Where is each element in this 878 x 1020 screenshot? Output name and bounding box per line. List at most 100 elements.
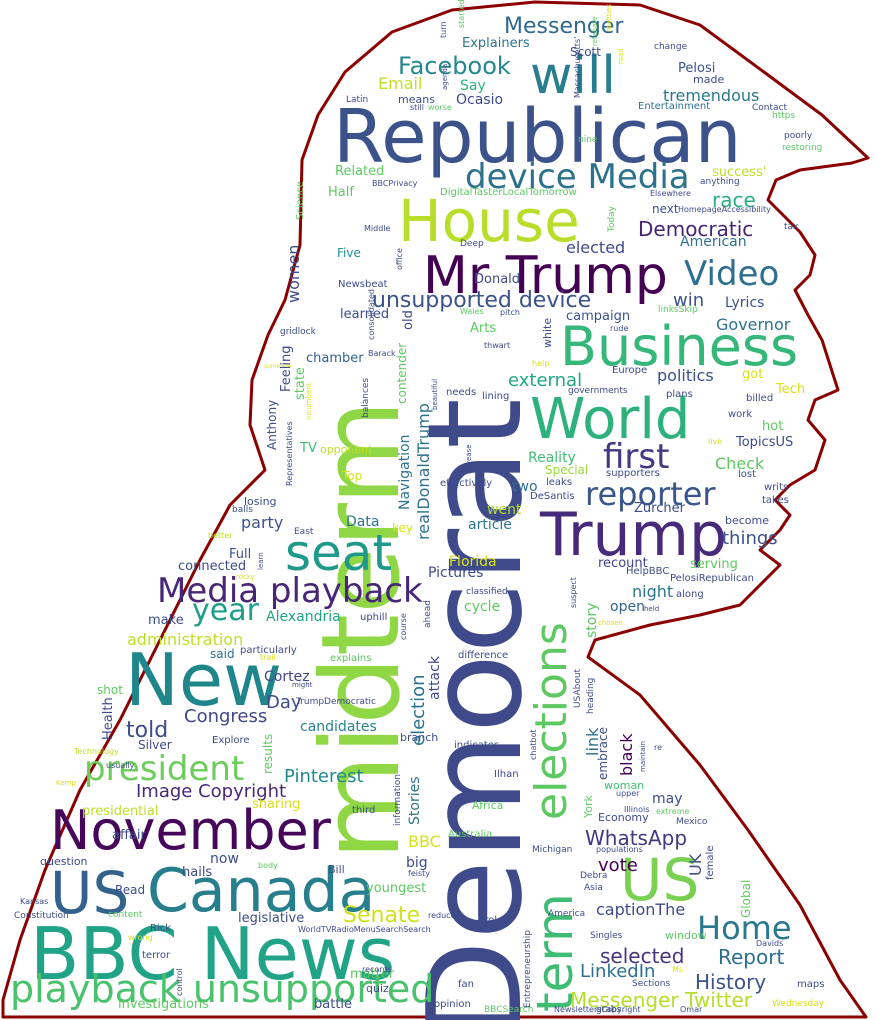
word-restoring: restoring — [782, 143, 823, 153]
word-learn: learn — [257, 552, 265, 570]
word-america: America — [548, 909, 586, 919]
word-constitution: Constitution — [14, 911, 69, 921]
word-information: information — [393, 774, 403, 826]
word-ocasio: Ocasio — [456, 92, 504, 108]
word-mexico: Mexico — [676, 817, 708, 827]
word-supporters: supporters — [606, 468, 660, 479]
word-increase: increase — [465, 444, 473, 474]
word-losing: losing — [244, 495, 277, 508]
word-control: control — [175, 968, 184, 996]
word-next: next — [652, 202, 679, 216]
word-links-skip: linksSkip — [658, 305, 698, 315]
word-lining: lining — [482, 391, 510, 402]
word-explains: explains — [330, 653, 372, 664]
word-desantis: DeSantis — [530, 491, 575, 502]
word-november: November — [50, 799, 331, 862]
word-house: House — [398, 187, 580, 255]
word-better: better — [208, 531, 233, 540]
word-retaliate: retaliate — [591, 16, 599, 46]
word-poorly: poorly — [784, 131, 813, 141]
word-classified: classified — [466, 587, 508, 597]
word-explore: Explore — [212, 735, 250, 746]
word-tv: TV — [300, 441, 317, 456]
word-live: live — [708, 437, 723, 446]
word-entertainment: Entertainment — [638, 101, 711, 112]
word-chosen: chosen — [598, 619, 623, 627]
word-messenger-top: Messenger — [504, 14, 624, 39]
word-related: Related — [335, 164, 385, 179]
word-email: Email — [378, 74, 423, 93]
word-report: Report — [718, 945, 785, 969]
word-politics: politics — [657, 366, 714, 385]
word-donald: Donald — [474, 272, 521, 287]
word-video: Video — [684, 254, 780, 294]
word-homepage-accessibility: HomepageAccessibility — [678, 205, 771, 214]
word-told: told — [126, 718, 169, 743]
word-contender: contender — [395, 342, 409, 404]
word-wrong: wrong — [128, 933, 153, 942]
word-candidates: candidates — [300, 719, 377, 735]
word-seat: seat — [285, 524, 393, 582]
word-senate: Senate — [343, 903, 421, 928]
word-anything: anything — [700, 177, 740, 187]
word-white: white — [541, 317, 554, 348]
word-link: link — [583, 727, 602, 756]
word-race: race — [712, 188, 756, 212]
word-big: big — [406, 855, 428, 871]
word-chatbot: chatbot — [529, 729, 538, 760]
word-president: president — [84, 749, 245, 789]
word-matter: matter — [350, 967, 395, 982]
word-might: might — [292, 681, 313, 689]
word-opponent: opponent — [320, 443, 373, 456]
word-bill: Bill — [328, 863, 345, 876]
word-tremendous: tremendous — [663, 86, 760, 105]
word-said: said — [210, 647, 235, 661]
word-administration: administration — [127, 630, 244, 649]
word-tax: tax — [784, 222, 799, 232]
word-uphill: uphill — [360, 612, 388, 623]
word-help-bbc: HelpBBC — [626, 566, 670, 577]
word-feisty: feisty — [408, 869, 430, 878]
word-along: along — [676, 589, 704, 600]
word-technology: Technology — [74, 747, 119, 756]
word-elections: elections — [526, 622, 577, 820]
word-cortez: Cortez — [264, 669, 310, 685]
word-got: got — [742, 367, 764, 382]
word-feeling: Feeling — [279, 345, 294, 392]
word-now: now — [210, 851, 239, 867]
word-anthony: Anthony — [265, 399, 279, 450]
word-fan: fan — [458, 979, 474, 990]
word-usually: usually — [106, 761, 135, 770]
word-presidential: presidential — [82, 804, 159, 819]
word-connected: connected — [178, 559, 247, 574]
word-bbc-search: BBCSearch — [484, 1005, 534, 1015]
word-may: may — [652, 791, 683, 807]
word-read: Read — [115, 883, 146, 897]
word-become: become — [725, 514, 770, 527]
word-unsupported-device: unsupported device — [372, 288, 592, 313]
word-kansas: Kansas — [20, 897, 49, 906]
word-https: https — [772, 111, 796, 121]
word-maps: maps — [797, 979, 825, 990]
word-africa: Africa — [472, 799, 504, 812]
word-middle: Middle — [364, 224, 391, 233]
word-course: course — [399, 613, 408, 640]
word-economy: Economy — [598, 811, 649, 824]
word-full: Full — [229, 547, 252, 562]
word-bbc-privacy: BBCPrivacy — [372, 179, 418, 188]
word-road: road — [617, 48, 625, 64]
word-congress: Congress — [184, 706, 268, 727]
word-wales: Wales — [460, 307, 484, 316]
word-made: made — [693, 73, 725, 86]
word-needs: needs — [446, 387, 477, 398]
word-particularly: particularly — [240, 645, 297, 656]
word-went: went — [487, 502, 522, 518]
word-rocky: rocky — [236, 573, 255, 581]
word-linkedin: LinkedIn — [580, 961, 656, 982]
word-body: body — [258, 861, 278, 870]
word-say: Say — [460, 78, 486, 94]
word-bbc-small: BBC — [408, 832, 441, 851]
word-trump-democratic: TrumpDemocratic — [296, 697, 376, 707]
word-half: Half — [328, 185, 354, 200]
word-governments: governments — [568, 386, 628, 396]
